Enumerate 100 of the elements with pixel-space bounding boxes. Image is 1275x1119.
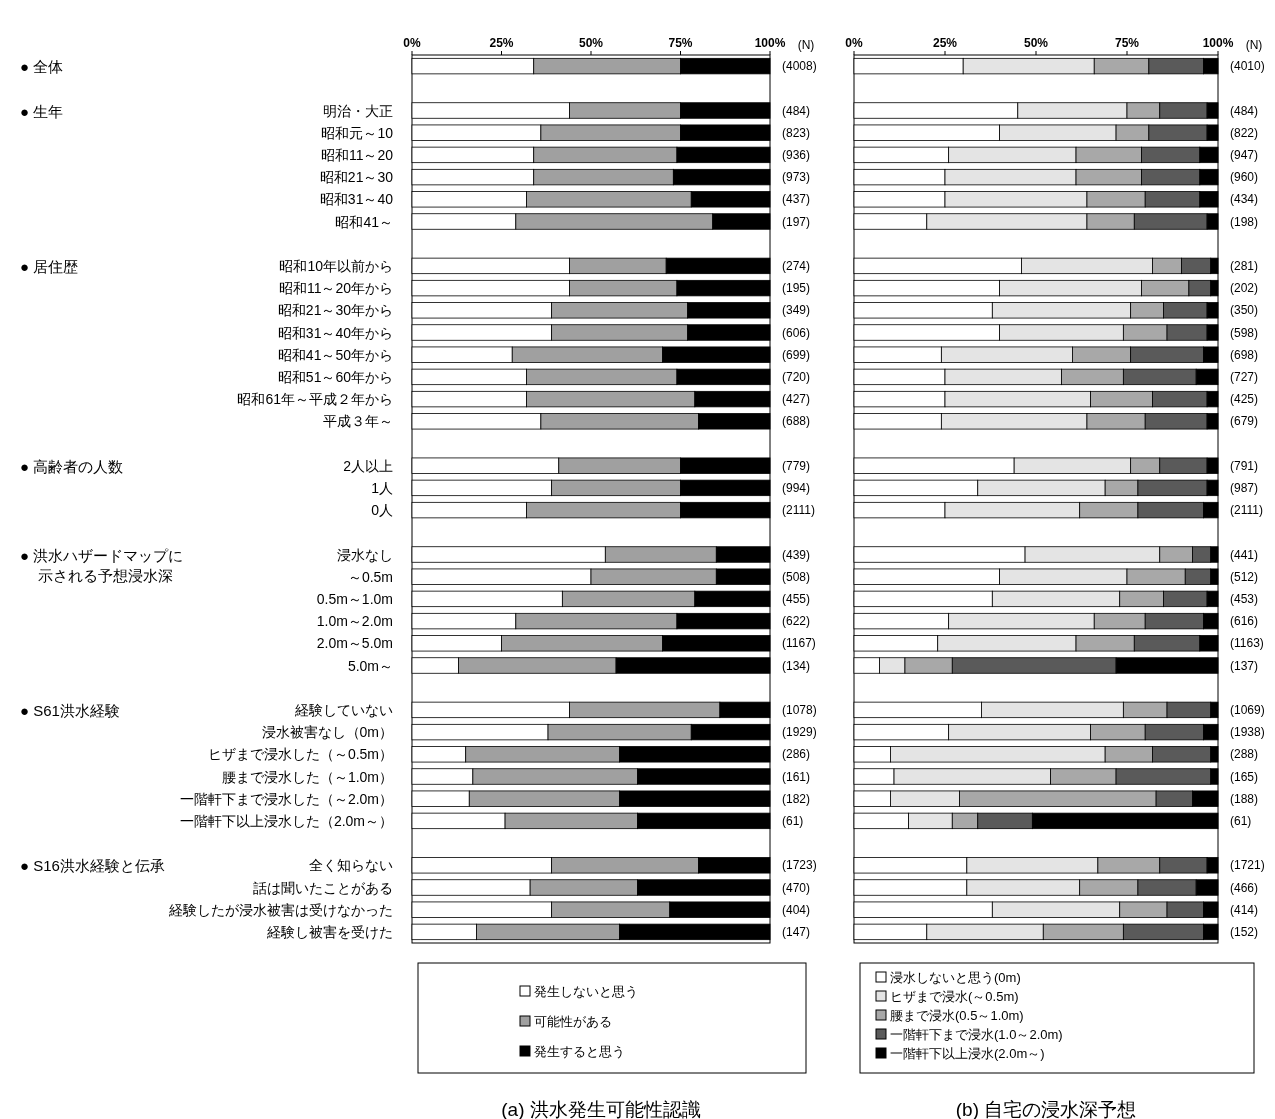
y-tick-label: 0.5m～1.0m [316,590,393,607]
y-tick-label: 一階軒下以上浸水した（2.0m～） [179,812,393,829]
x-tick-label: 0% [403,36,421,50]
y2-tick-label: (441) [1230,547,1259,562]
y-tick-label: 2人以上 [343,457,393,474]
y2-tick-label: (994) [782,480,811,495]
y2-tick-label: (1723) [782,858,817,873]
y2-tick-label: (698) [1230,347,1259,362]
y2-tick-label: (61) [782,813,804,828]
y-tick-label: 5.0m～ [347,657,393,674]
y-tick-label: 話は聞いたことがある [253,879,393,896]
y2-tick-label: (2111) [1230,503,1263,518]
y2-tick-label: (688) [782,414,811,429]
y-tick-label: 昭和31～40 [319,191,394,208]
text: ● 全体 [20,57,64,75]
text: ● 居住歴 [20,257,79,275]
y2-tick-label: (439) [782,547,811,562]
y2-tick-label: (425) [1230,392,1259,407]
y2-tick-label: (987) [1230,480,1259,495]
y-tick-label: 一階軒下まで浸水した（～2.0m） [179,790,393,807]
y-tick-label: ～0.5m [347,568,393,585]
y-tick-label: 昭和11～20 [320,146,394,163]
y2-tick-label: (453) [1230,591,1259,606]
y2-tick-label: (182) [782,791,811,806]
y-tick-label: 昭和41～ [335,213,393,230]
y2-tick-label: (512) [1230,569,1259,584]
y2-tick-label: (349) [782,303,811,318]
y2-tick-label: (152) [1230,924,1259,939]
y2-tick-label: (508) [782,569,811,584]
y2-tick-label: (1721) [1230,858,1265,873]
legend-label: 可能性がある [534,1013,612,1029]
y2-tick-label: (606) [782,325,811,340]
y2-tick-label: (822) [1230,125,1259,140]
y2-tick-label: (791) [1230,458,1259,473]
x-tick-label: 50% [1023,36,1049,50]
y2-tick-label: (727) [1230,369,1259,384]
y-tick-label: 昭和21～30 [319,169,394,186]
y2-axis-title: (N) [797,38,815,52]
y2-tick-label: (466) [1230,880,1259,895]
y-tick-label: 1.0m～2.0m [316,613,393,630]
y2-tick-label: (4010) [1230,59,1265,74]
y2-tick-label: (434) [1230,192,1259,207]
y-tick-label: 昭和21～30年から [277,302,393,319]
y2-tick-label: (404) [782,902,811,917]
x-tick-label: 25% [932,36,958,50]
y-tick-label: 経験したが浸水被害は受けなかった [168,901,393,918]
y2-tick-label: (679) [1230,414,1259,429]
y2-tick-label: (936) [782,147,811,162]
y2-tick-label: (616) [1230,614,1259,629]
y2-tick-label: (414) [1230,902,1259,917]
y2-tick-label: (1938) [1230,725,1265,740]
y2-tick-label: (1929) [782,725,817,740]
y-tick-label: 経験していない [294,701,393,718]
y-tick-label: 全く知らない [309,857,393,874]
y-tick-label: 昭和10年以前から [279,257,393,274]
legend-label: 発生しないと思う [534,983,638,999]
text: ● 生年 [20,102,64,119]
y2-tick-label: (274) [782,258,811,273]
y-tick-label: 浸水被害なし（0m） [261,724,393,741]
x-tick-label: 75% [668,36,693,50]
y2-tick-label: (1163) [1230,636,1264,651]
y2-tick-label: (161) [782,769,811,784]
y2-tick-label: (1078) [782,702,817,717]
y-tick-label: 腰まで浸水した（～1.0m） [221,768,393,785]
y2-tick-label: (484) [782,103,811,118]
legend-label: 発生すると思う [534,1043,625,1059]
y-tick-label: 昭和11～20年から [278,280,393,297]
y2-tick-label: (61) [1230,813,1252,828]
y2-tick-label: (147) [782,924,811,939]
y2-tick-label: (198) [1230,214,1259,229]
y2-tick-label: (165) [1230,769,1259,784]
text: ● 洪水ハザードマップに示される予想浸水深 [20,546,184,583]
y2-tick-label: (1167) [782,636,816,651]
legend-label: 一階軒下以上浸水(2.0m～) [890,1045,1045,1061]
y2-tick-label: (960) [1230,170,1259,185]
y2-tick-label: (281) [1230,258,1259,273]
y2-tick-label: (823) [782,125,811,140]
y-tick-label: 昭和61年～平成２年から [237,391,393,408]
x-tick-label: 100% [1202,36,1234,50]
y2-tick-label: (973) [782,170,811,185]
x-tick-label: 0% [845,36,863,50]
x-tick-label: 100% [754,36,786,50]
y-tick-label: 2.0m～5.0m [316,635,393,652]
y2-tick-label: (598) [1230,325,1259,340]
y2-tick-label: (470) [782,880,811,895]
y2-tick-label: (720) [782,369,811,384]
y2-tick-label: (286) [782,747,811,762]
y2-tick-label: (188) [1230,791,1259,806]
y2-tick-label: (137) [1230,658,1259,673]
y2-tick-label: (484) [1230,103,1259,118]
y-tick-label: 昭和元～10 [321,124,394,141]
x-tick-label: 50% [578,36,604,50]
y-tick-label: 経験し被害を受けた [266,923,393,940]
y2-tick-label: (947) [1230,147,1259,162]
y2-tick-label: (622) [782,614,811,629]
y-tick-label: 浸水なし [337,546,393,563]
y2-tick-label: (779) [782,458,811,473]
text: ● S16洪水経験と伝承 [20,856,165,874]
y2-tick-label: (437) [782,192,811,207]
legend-label: 浸水しないと思う(0m) [890,969,1021,985]
